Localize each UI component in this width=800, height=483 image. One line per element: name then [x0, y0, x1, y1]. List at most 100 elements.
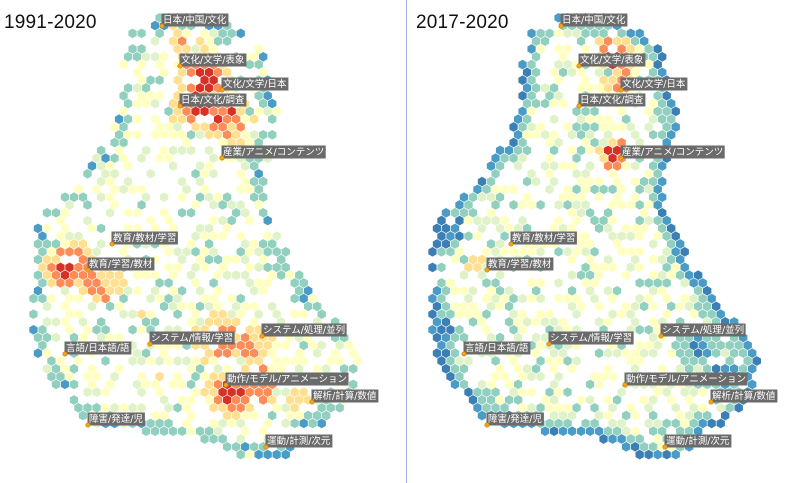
- topic-label-text: 障害/発達/児: [89, 413, 143, 425]
- hex-cell: [244, 449, 255, 461]
- topic-label: 教育/教材/学習: [109, 231, 178, 247]
- hex-cell: [168, 425, 178, 437]
- topic-label-background: [221, 77, 289, 91]
- topic-label-text: 動作/モデル/アニメーション: [227, 373, 347, 385]
- topic-anchor-dot: [223, 382, 229, 388]
- hex-cell: [427, 261, 438, 273]
- topic-label: 言語/日本語/語: [62, 341, 132, 357]
- hex-cell: [186, 425, 196, 437]
- topic-label-background: [261, 323, 347, 337]
- hex-cell: [177, 425, 187, 437]
- topic-label: 文化/文学/表象: [576, 53, 646, 69]
- hex-cell: [267, 129, 277, 141]
- topic-label: 運動/計測/次元: [263, 434, 333, 450]
- topic-label: システム/情報/学習: [546, 331, 634, 347]
- topic-anchor-dot: [662, 444, 668, 450]
- topic-label-background: [664, 434, 732, 448]
- topic-label-background: [560, 13, 628, 27]
- topic-label: 産業/アニメ/コンテンツ: [618, 145, 725, 161]
- hex-cell: [280, 449, 291, 461]
- topic-label: 日本/中国/文化: [159, 13, 229, 29]
- topic-label-background: [225, 372, 349, 386]
- topic-label-text: 教育/学習/教材: [488, 258, 552, 270]
- hex-cell: [307, 417, 318, 429]
- topic-label-background: [64, 341, 132, 355]
- topic-label: 日本/文化/調査: [576, 93, 646, 109]
- topic-anchor-dot: [263, 444, 269, 450]
- topic-anchor-dot: [85, 267, 91, 273]
- hex-cell: [78, 410, 88, 422]
- hex-cell: [562, 105, 573, 117]
- topic-label: 障害/発達/児: [484, 412, 544, 428]
- topic-label-background: [660, 323, 746, 337]
- topic-anchor-dot: [622, 382, 628, 388]
- hex-cell: [643, 449, 654, 461]
- topic-label-background: [486, 257, 554, 271]
- topic-label: システム/情報/学習: [147, 331, 235, 347]
- topic-label: 解析/計算/数値: [309, 389, 379, 405]
- topic-anchor-dot: [508, 241, 514, 247]
- topic-label-text: 障害/発達/児: [488, 413, 542, 425]
- topic-label-text: 文化/文学/表象: [580, 54, 644, 66]
- hex-cell: [558, 425, 568, 437]
- topic-label-background: [486, 412, 544, 426]
- topic-anchor-dot: [461, 351, 467, 357]
- topic-label-text: 動作/モデル/アニメーション: [626, 373, 746, 385]
- hex-cell: [733, 402, 744, 414]
- topic-label-background: [620, 77, 688, 91]
- hex-cell: [222, 269, 232, 281]
- topic-label-background: [265, 434, 333, 448]
- topic-anchor-dot: [62, 351, 68, 357]
- topic-label-text: 教育/教材/学習: [512, 232, 575, 244]
- topic-label: 文化/文学/表象: [177, 53, 247, 69]
- topic-anchor-dot: [618, 155, 624, 161]
- topic-label-background: [624, 372, 748, 386]
- hex-cell: [549, 425, 559, 437]
- topic-anchor-dot: [618, 87, 624, 93]
- topic-anchor-dot: [109, 241, 115, 247]
- topic-label-text: 運動/計測/次元: [666, 435, 730, 447]
- topic-label-text: 教育/教材/学習: [113, 232, 176, 244]
- topic-label: 日本/中国/文化: [558, 13, 628, 29]
- topic-anchor-dot: [558, 23, 564, 29]
- hex-cell: [661, 449, 672, 461]
- topic-label-background: [463, 341, 531, 355]
- right-map-panel: 2017-2020 日本/中国/文化文化/文学/表象文化/文学/日本 日本/文化/…: [412, 0, 800, 483]
- topic-label: 文化/文学/日本: [618, 77, 688, 93]
- topic-label-text: 日本/中国/文化: [163, 14, 227, 26]
- topic-label: 障害/発達/児: [85, 412, 145, 428]
- hex-cell: [271, 449, 282, 461]
- topic-label-text: 日本/中国/文化: [562, 14, 626, 26]
- hex-cell: [150, 425, 160, 437]
- topic-anchor-dot: [85, 422, 91, 428]
- topic-label: 文化/文学/日本: [219, 77, 289, 93]
- topic-anchor-dot: [177, 63, 183, 69]
- topic-label-background: [179, 53, 247, 67]
- topic-label-text: 解析/計算/数値: [712, 390, 776, 402]
- topic-label-text: 解析/計算/数値: [313, 390, 377, 402]
- hex-cell: [621, 441, 631, 453]
- hex-cell: [253, 449, 264, 461]
- topic-label: 言語/日本語/語: [461, 341, 531, 357]
- topic-anchor-dot: [147, 341, 153, 347]
- topic-label-text: 運動/計測/次元: [267, 435, 331, 447]
- hex-cell: [51, 378, 61, 390]
- topic-anchor-dot: [658, 333, 664, 339]
- topic-label-text: 文化/文学/表象: [181, 54, 245, 66]
- topic-label: システム/処理/並列: [259, 323, 347, 339]
- hex-cell: [450, 378, 460, 390]
- topic-anchor-dot: [309, 399, 315, 405]
- hex-cell: [670, 449, 681, 461]
- topic-label-background: [87, 257, 155, 271]
- right-panel-title: 2017-2020: [416, 12, 509, 33]
- topic-label-text: 言語/日本語/語: [465, 342, 529, 354]
- hex-cell: [634, 449, 645, 461]
- hex-cell: [199, 433, 210, 445]
- hex-cell: [159, 425, 169, 437]
- hex-cell: [316, 417, 327, 429]
- topic-anchor-dot: [484, 422, 490, 428]
- topic-label-text: システム/処理/並列: [263, 324, 345, 336]
- topic-anchor-dot: [219, 87, 225, 93]
- hex-cell: [427, 246, 438, 258]
- hex-cell: [177, 191, 187, 203]
